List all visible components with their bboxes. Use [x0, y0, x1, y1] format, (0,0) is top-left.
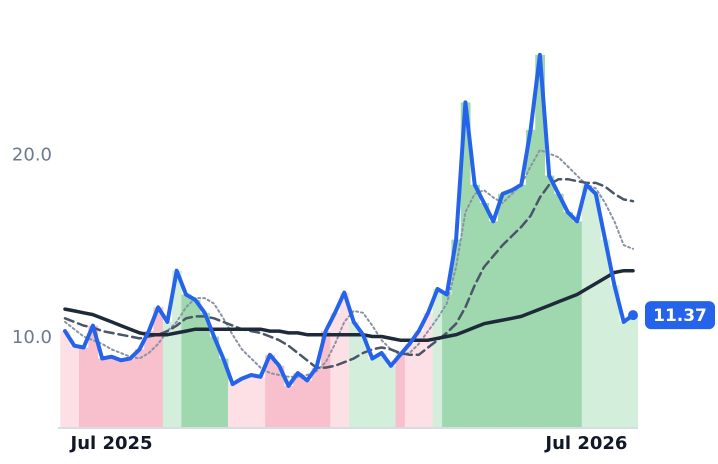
bar [404, 343, 415, 428]
bar [227, 384, 238, 428]
bar [321, 331, 331, 428]
bar [619, 321, 629, 428]
y-tick-label: 10.0 [12, 327, 52, 348]
bar [172, 270, 182, 428]
bar [339, 292, 350, 428]
bar [69, 345, 80, 428]
bar [125, 358, 136, 428]
bar [106, 356, 117, 428]
bar [497, 193, 508, 428]
line-series [63, 268, 635, 342]
bar [60, 331, 71, 428]
bar [535, 54, 546, 428]
y-tick-label: 20.0 [12, 144, 52, 165]
bar [358, 334, 369, 428]
bar [507, 190, 518, 428]
bar [563, 212, 573, 428]
bar [628, 315, 639, 428]
bar [78, 347, 89, 428]
bar [190, 299, 201, 428]
bar [237, 378, 248, 428]
bar [181, 294, 192, 428]
value-label: 11.37 [653, 306, 707, 326]
bar [153, 307, 164, 428]
bar [144, 331, 154, 428]
bar [330, 312, 341, 428]
bar [134, 349, 145, 428]
bar [395, 354, 406, 428]
bar [572, 221, 583, 428]
bar [600, 239, 611, 428]
bar [591, 193, 601, 428]
bar [479, 203, 490, 428]
bar [293, 373, 303, 428]
bar [386, 365, 397, 428]
bar [470, 184, 480, 428]
bar [209, 336, 220, 428]
bar [265, 354, 276, 428]
bar [97, 358, 108, 428]
bar [525, 129, 536, 428]
x-tick-label: Jul 2025 [69, 433, 153, 454]
x-tick-label: Jul 2026 [543, 433, 627, 454]
bar [609, 285, 620, 428]
bar [218, 358, 229, 428]
last-point [628, 310, 638, 321]
bar [283, 385, 294, 428]
bar [488, 221, 499, 428]
bar [414, 331, 424, 428]
bar [311, 367, 322, 428]
bar [255, 376, 266, 428]
value-badge [645, 301, 715, 330]
bar [302, 380, 313, 428]
bar [581, 184, 592, 428]
bar [246, 374, 257, 428]
bar [162, 321, 173, 428]
bar [516, 184, 527, 428]
bar [442, 294, 452, 428]
bar [274, 365, 285, 428]
bar [432, 288, 443, 428]
bar [200, 312, 210, 428]
line-series [63, 52, 635, 388]
bar [349, 321, 359, 428]
bar [88, 325, 99, 428]
bar [116, 360, 127, 428]
bar [367, 358, 378, 428]
bar [460, 102, 471, 428]
bar [376, 353, 387, 428]
bar [553, 193, 564, 428]
line-series [64, 149, 634, 378]
bar [423, 312, 434, 428]
bar [544, 175, 555, 428]
